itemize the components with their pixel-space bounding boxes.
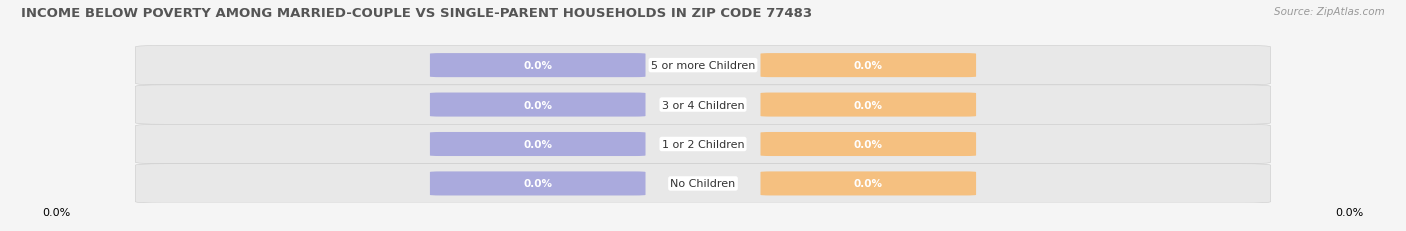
FancyBboxPatch shape xyxy=(135,125,1271,164)
FancyBboxPatch shape xyxy=(761,93,976,117)
Text: 1 or 2 Children: 1 or 2 Children xyxy=(662,139,744,149)
FancyBboxPatch shape xyxy=(761,172,976,196)
FancyBboxPatch shape xyxy=(430,132,645,156)
FancyBboxPatch shape xyxy=(761,54,976,78)
Text: Source: ZipAtlas.com: Source: ZipAtlas.com xyxy=(1274,7,1385,17)
Text: 3 or 4 Children: 3 or 4 Children xyxy=(662,100,744,110)
Text: 0.0%: 0.0% xyxy=(523,61,553,71)
Text: 5 or more Children: 5 or more Children xyxy=(651,61,755,71)
Text: 0.0%: 0.0% xyxy=(523,100,553,110)
FancyBboxPatch shape xyxy=(761,132,976,156)
FancyBboxPatch shape xyxy=(135,85,1271,125)
Text: 0.0%: 0.0% xyxy=(853,100,883,110)
FancyBboxPatch shape xyxy=(135,164,1271,203)
Text: 0.0%: 0.0% xyxy=(523,179,553,189)
Text: 0.0%: 0.0% xyxy=(853,139,883,149)
Text: 0.0%: 0.0% xyxy=(523,139,553,149)
FancyBboxPatch shape xyxy=(430,172,645,196)
Text: INCOME BELOW POVERTY AMONG MARRIED-COUPLE VS SINGLE-PARENT HOUSEHOLDS IN ZIP COD: INCOME BELOW POVERTY AMONG MARRIED-COUPL… xyxy=(21,7,813,20)
FancyBboxPatch shape xyxy=(430,54,645,78)
FancyBboxPatch shape xyxy=(135,46,1271,85)
Text: 0.0%: 0.0% xyxy=(853,179,883,189)
FancyBboxPatch shape xyxy=(430,93,645,117)
Text: No Children: No Children xyxy=(671,179,735,189)
Text: 0.0%: 0.0% xyxy=(853,61,883,71)
